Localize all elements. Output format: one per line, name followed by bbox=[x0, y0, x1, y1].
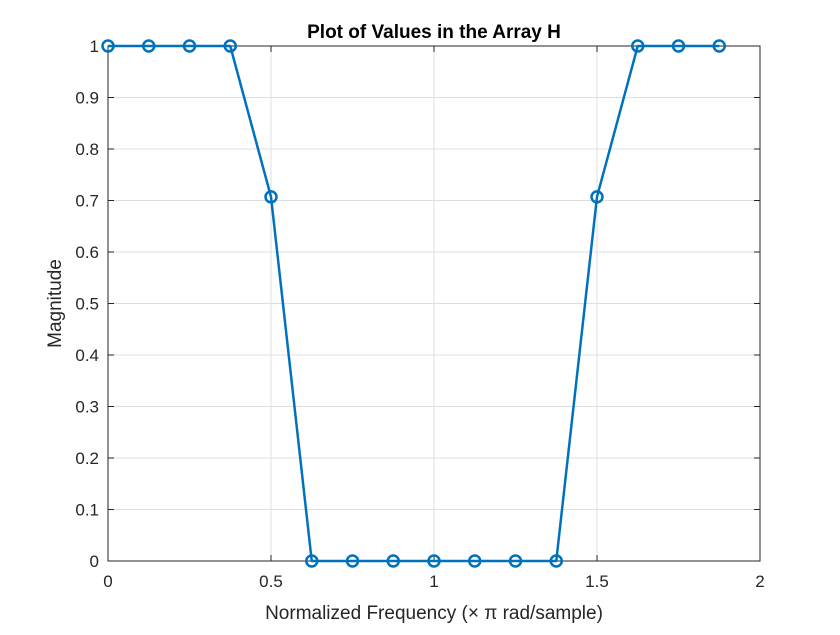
x-tick-label: 1.5 bbox=[585, 572, 609, 591]
data-point-marker bbox=[712, 39, 726, 53]
y-tick-label: 0.1 bbox=[75, 501, 99, 520]
series-line bbox=[108, 44, 720, 563]
y-tick-label: 1 bbox=[90, 37, 99, 56]
y-tick-label: 0.2 bbox=[75, 449, 99, 468]
data-point-marker bbox=[468, 554, 482, 568]
data-point-marker bbox=[508, 554, 523, 568]
y-tick-label: 0.9 bbox=[75, 89, 99, 108]
x-tick-label: 1 bbox=[429, 572, 438, 591]
x-tick-label: 0 bbox=[103, 572, 112, 591]
tick-labels: 0 0.5 1 1.5 2 0 0.1 0.2 0.3 0.4 0.5 0.6 0.7 0.8 0.9 1 bbox=[75, 37, 764, 591]
y-tick-label: 0.8 bbox=[75, 140, 99, 159]
x-tick-label: 2 bbox=[755, 572, 764, 591]
data-point-marker bbox=[264, 190, 278, 204]
y-tick-label: 0.3 bbox=[75, 398, 99, 417]
data-point-marker bbox=[101, 39, 115, 53]
y-tick-label: 0.6 bbox=[75, 243, 99, 262]
x-tick-label: 0.5 bbox=[259, 572, 283, 591]
data-point-marker bbox=[671, 39, 686, 53]
data-point-marker bbox=[305, 554, 319, 568]
data-point-marker bbox=[386, 554, 400, 568]
y-tick-label: 0.5 bbox=[75, 295, 99, 314]
data-point-marker bbox=[182, 39, 197, 53]
chart-title: Plot of Values in the Array H bbox=[307, 22, 561, 43]
y-tick-label: 0.4 bbox=[75, 346, 99, 365]
data-point-marker bbox=[345, 554, 360, 568]
series-layer bbox=[101, 39, 726, 568]
data-point-marker bbox=[223, 39, 237, 53]
y-tick-label: 0 bbox=[90, 552, 99, 571]
data-point-marker bbox=[590, 190, 604, 204]
grid-lines bbox=[107, 45, 761, 562]
x-axis-label: Normalized Frequency (× π rad/sample) bbox=[265, 603, 603, 624]
data-point-marker bbox=[142, 39, 156, 53]
data-point-marker bbox=[631, 39, 645, 53]
data-point-marker bbox=[427, 554, 441, 568]
data-point-marker bbox=[549, 554, 563, 568]
y-tick-label: 0.7 bbox=[75, 192, 99, 211]
y-axis-label: Magnitude bbox=[45, 259, 66, 348]
